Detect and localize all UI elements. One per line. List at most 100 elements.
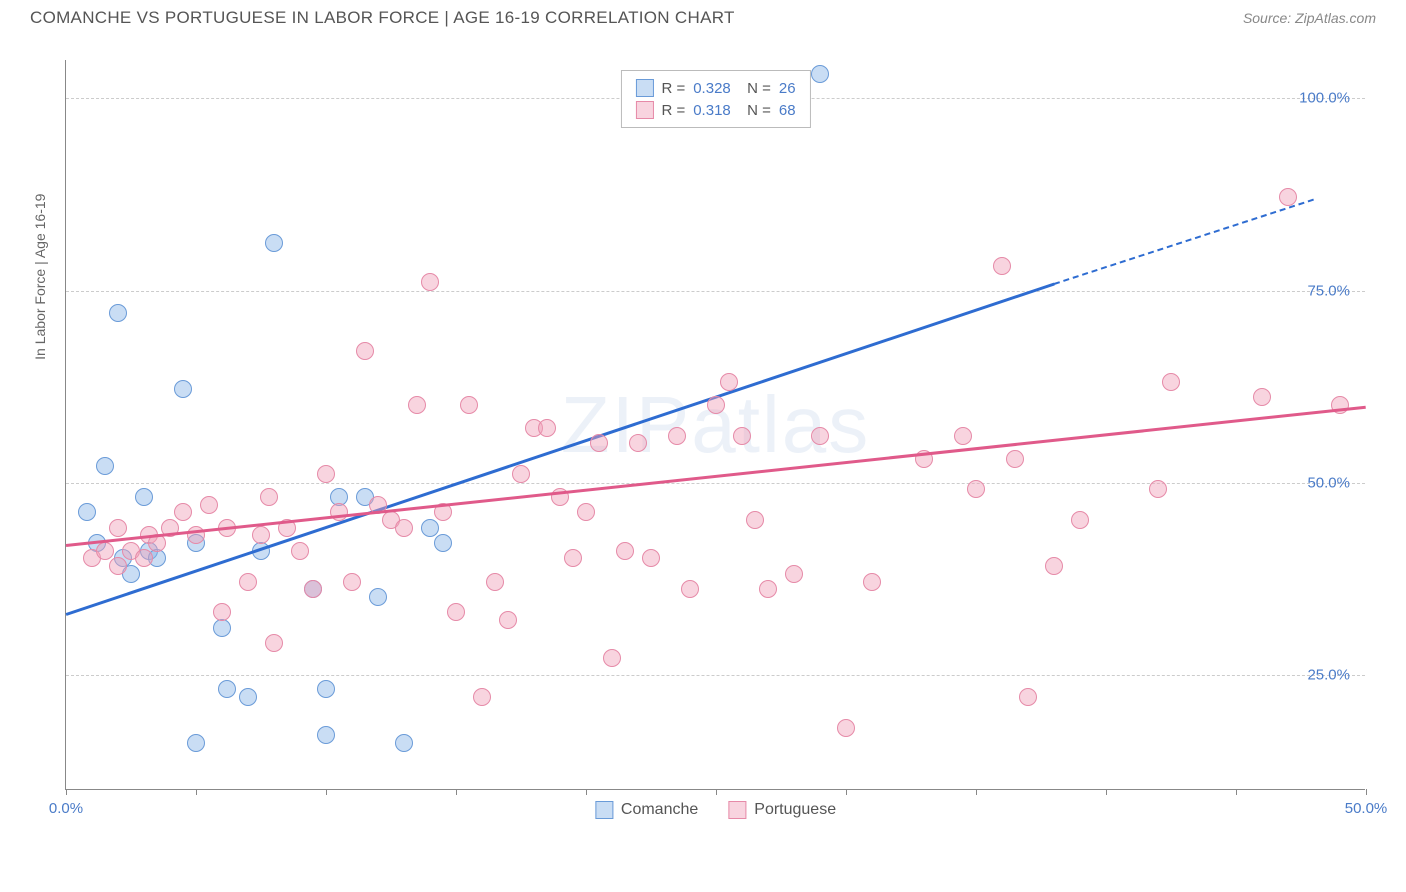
x-tick-mark — [326, 789, 327, 795]
scatter-point — [109, 557, 127, 575]
chart-container: In Labor Force | Age 16-19 ZIPatlas R = … — [45, 50, 1385, 820]
scatter-point — [317, 680, 335, 698]
legend-swatch — [728, 801, 746, 819]
scatter-point — [603, 649, 621, 667]
legend-n-label: N = — [739, 80, 771, 97]
x-tick-mark — [716, 789, 717, 795]
scatter-point — [720, 373, 738, 391]
scatter-point — [317, 465, 335, 483]
scatter-point — [681, 580, 699, 598]
scatter-point — [239, 573, 257, 591]
trend-line-dashed — [1054, 198, 1315, 284]
y-axis-label: In Labor Force | Age 16-19 — [32, 194, 48, 360]
scatter-point — [668, 427, 686, 445]
scatter-point — [447, 603, 465, 621]
scatter-point — [837, 719, 855, 737]
gridline — [66, 483, 1365, 484]
chart-header: COMANCHE VS PORTUGUESE IN LABOR FORCE | … — [0, 0, 1406, 36]
source-attribution: Source: ZipAtlas.com — [1243, 10, 1376, 26]
scatter-point — [395, 519, 413, 537]
scatter-point — [218, 680, 236, 698]
scatter-point — [512, 465, 530, 483]
scatter-point — [811, 427, 829, 445]
scatter-point — [1071, 511, 1089, 529]
scatter-point — [759, 580, 777, 598]
gridline — [66, 291, 1365, 292]
series-legend-item: Portuguese — [728, 801, 836, 819]
x-tick-mark — [586, 789, 587, 795]
scatter-point — [499, 611, 517, 629]
x-tick-mark — [66, 789, 67, 795]
scatter-point — [291, 542, 309, 560]
scatter-point — [785, 565, 803, 583]
scatter-point — [967, 480, 985, 498]
legend-swatch — [635, 101, 653, 119]
scatter-point — [330, 503, 348, 521]
scatter-point — [408, 396, 426, 414]
scatter-point — [629, 434, 647, 452]
series-legend-label: Comanche — [621, 801, 698, 819]
scatter-point — [954, 427, 972, 445]
scatter-point — [187, 734, 205, 752]
series-legend-item: Comanche — [595, 801, 698, 819]
legend-r-value: 0.318 — [693, 102, 731, 119]
scatter-point — [213, 619, 231, 637]
scatter-point — [265, 234, 283, 252]
scatter-point — [395, 734, 413, 752]
plot-area: ZIPatlas R = 0.328 N = 26R = 0.318 N = 6… — [65, 60, 1365, 790]
scatter-point — [1149, 480, 1167, 498]
x-tick-label: 0.0% — [49, 800, 83, 817]
legend-n-value: 26 — [779, 80, 796, 97]
scatter-point — [811, 65, 829, 83]
x-tick-mark — [196, 789, 197, 795]
scatter-point — [993, 257, 1011, 275]
x-tick-label: 50.0% — [1345, 800, 1388, 817]
scatter-point — [577, 503, 595, 521]
x-tick-mark — [1366, 789, 1367, 795]
scatter-point — [733, 427, 751, 445]
scatter-point — [109, 519, 127, 537]
scatter-point — [863, 573, 881, 591]
scatter-point — [421, 519, 439, 537]
scatter-point — [1253, 388, 1271, 406]
scatter-point — [421, 273, 439, 291]
legend-swatch — [635, 79, 653, 97]
scatter-point — [78, 503, 96, 521]
x-tick-mark — [846, 789, 847, 795]
y-tick-label: 75.0% — [1307, 282, 1350, 299]
legend-n-label: N = — [739, 102, 771, 119]
scatter-point — [486, 573, 504, 591]
legend-r-label: R = — [661, 102, 685, 119]
series-legend-label: Portuguese — [754, 801, 836, 819]
stats-legend-row: R = 0.328 N = 26 — [635, 77, 795, 99]
gridline — [66, 675, 1365, 676]
legend-r-label: R = — [661, 80, 685, 97]
scatter-point — [616, 542, 634, 560]
scatter-point — [174, 503, 192, 521]
x-tick-mark — [1236, 789, 1237, 795]
scatter-point — [265, 634, 283, 652]
scatter-point — [538, 419, 556, 437]
y-tick-label: 100.0% — [1299, 90, 1350, 107]
legend-n-value: 68 — [779, 102, 796, 119]
watermark: ZIPatlas — [561, 379, 870, 471]
series-legend: Comanche Portuguese — [595, 801, 836, 819]
scatter-point — [252, 526, 270, 544]
stats-legend: R = 0.328 N = 26R = 0.318 N = 68 — [620, 70, 810, 128]
scatter-point — [1006, 450, 1024, 468]
scatter-point — [369, 588, 387, 606]
scatter-point — [1162, 373, 1180, 391]
scatter-point — [239, 688, 257, 706]
scatter-point — [460, 396, 478, 414]
legend-swatch — [595, 801, 613, 819]
trend-line — [66, 283, 1055, 616]
scatter-point — [590, 434, 608, 452]
scatter-point — [707, 396, 725, 414]
scatter-point — [343, 573, 361, 591]
scatter-point — [96, 542, 114, 560]
y-tick-label: 25.0% — [1307, 666, 1350, 683]
scatter-point — [109, 304, 127, 322]
scatter-point — [213, 603, 231, 621]
scatter-point — [642, 549, 660, 567]
x-tick-mark — [976, 789, 977, 795]
